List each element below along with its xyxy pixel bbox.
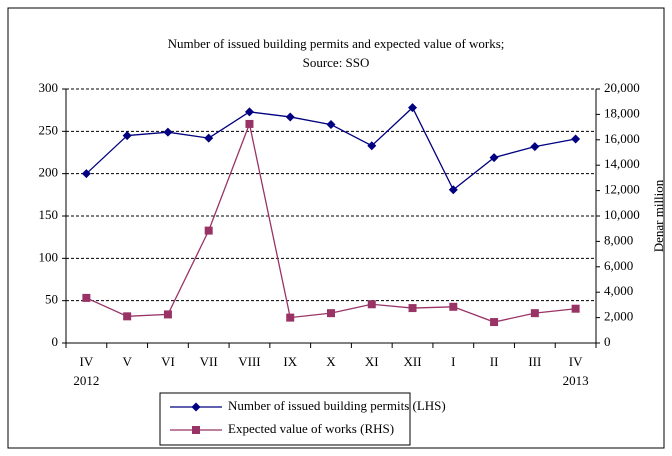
y2-tick-label: 4,000 — [604, 283, 633, 298]
x-tick-label: I — [451, 354, 455, 369]
x-tick-label: IX — [283, 354, 297, 369]
point — [245, 119, 254, 128]
point — [122, 131, 132, 141]
point — [82, 293, 91, 302]
y2-tick-label: 16,000 — [604, 131, 640, 146]
x-tick-label: VIII — [238, 354, 260, 369]
point — [326, 120, 336, 130]
x-tick-label: II — [490, 354, 499, 369]
chart-subtitle: Source: SSO — [303, 55, 370, 70]
x-tick-label: V — [122, 354, 132, 369]
y-tick-label: 250 — [39, 122, 59, 137]
y2-tick-label: 12,000 — [604, 182, 640, 197]
point — [191, 402, 201, 412]
y2-tick-label: 20,000 — [604, 80, 640, 95]
legend-label: Number of issued building permits (LHS) — [228, 398, 446, 413]
y2-tick-label: 18,000 — [604, 105, 640, 120]
year-label: 2012 — [73, 373, 99, 388]
point — [285, 112, 295, 122]
y-tick-label: 300 — [39, 80, 59, 95]
point — [204, 133, 214, 143]
x-tick-label: XI — [365, 354, 379, 369]
point — [327, 309, 335, 318]
point — [163, 310, 172, 319]
chart-title: Number of issued building permits and ex… — [168, 36, 505, 51]
x-tick-label: VII — [200, 354, 218, 369]
point — [408, 304, 417, 313]
y-tick-label: 100 — [39, 249, 59, 264]
point — [448, 185, 458, 195]
chart-border — [7, 7, 665, 449]
x-tick-label: III — [528, 354, 541, 369]
y-tick-label: 0 — [52, 334, 59, 349]
x-tick-label: IV — [569, 354, 583, 369]
y-tick-label: 200 — [39, 165, 59, 180]
x-tick-label: XII — [404, 354, 422, 369]
y2-tick-label: 10,000 — [604, 207, 640, 222]
x-tick-label: X — [326, 354, 336, 369]
point — [367, 300, 376, 309]
point — [123, 312, 132, 321]
y2-tick-label: 2,000 — [604, 309, 633, 324]
point — [204, 226, 213, 235]
y-tick-label: 50 — [45, 292, 58, 307]
x-tick-label: IV — [80, 354, 94, 369]
y2-tick-label: 14,000 — [604, 156, 640, 171]
y-tick-label: 150 — [39, 207, 59, 222]
y2-tick-label: 8,000 — [604, 232, 633, 247]
y2-axis-label: Denar million — [651, 179, 666, 252]
point — [489, 153, 499, 163]
point — [367, 141, 377, 151]
point — [571, 304, 580, 313]
point — [163, 127, 173, 137]
point — [192, 426, 200, 434]
legend — [159, 392, 411, 446]
point — [530, 309, 539, 318]
point — [286, 313, 295, 322]
point — [408, 103, 418, 113]
point — [571, 134, 581, 144]
point — [244, 107, 254, 117]
point — [490, 318, 499, 327]
legend-label: Expected value of works (RHS) — [228, 421, 394, 436]
year-label: 2013 — [563, 373, 589, 388]
y2-tick-label: 0 — [604, 334, 611, 349]
point — [449, 302, 458, 311]
x-tick-label: VI — [161, 354, 175, 369]
point — [530, 142, 540, 152]
point — [81, 169, 91, 179]
y2-tick-label: 6,000 — [604, 258, 633, 273]
